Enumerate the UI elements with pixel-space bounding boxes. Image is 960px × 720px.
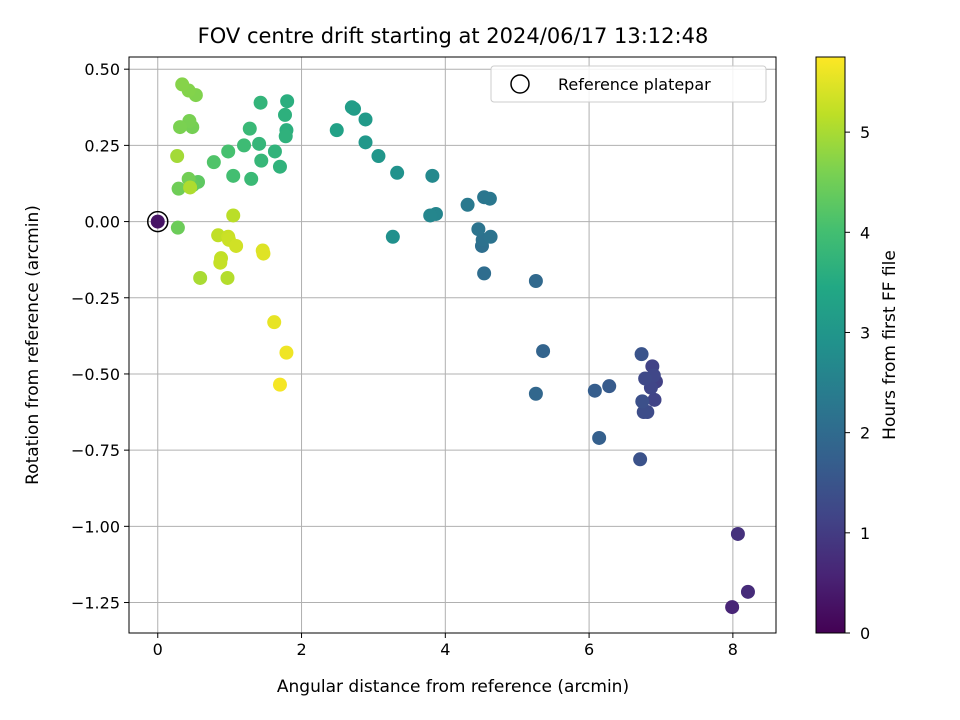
- data-point: [229, 238, 244, 253]
- data-point: [635, 394, 650, 409]
- data-point: [371, 149, 386, 164]
- legend-label-reference: Reference platepar: [558, 75, 711, 94]
- legend-marker-reference: [510, 74, 530, 94]
- x-axis-ticks: 0 2 4 6 8: [153, 633, 738, 659]
- colorbar-tick-label: 4: [860, 223, 870, 242]
- data-point: [170, 149, 185, 164]
- data-point: [390, 165, 405, 180]
- y-axis-ticks: 0.50 0.25 0.00 −0.25 −0.50 −0.75 −1.00 −1.25: [71, 60, 129, 613]
- data-point: [471, 222, 486, 237]
- x-tick-label: 0: [153, 640, 163, 659]
- data-point: [171, 181, 186, 196]
- colorbar-tick-label: 5: [860, 123, 870, 142]
- data-point: [482, 191, 497, 206]
- x-tick-label: 6: [584, 640, 594, 659]
- data-point: [279, 345, 294, 360]
- y-tick-label: 0.50: [84, 60, 120, 79]
- legend-box: [490, 65, 767, 103]
- data-point: [277, 107, 292, 122]
- data-point: [206, 155, 221, 170]
- data-point: [592, 430, 607, 445]
- data-point: [256, 246, 271, 261]
- reference-platepar-marker: [147, 210, 169, 233]
- colorbar-gradient: [815, 56, 846, 634]
- legend: Reference platepar: [490, 65, 767, 103]
- data-point: [173, 120, 188, 135]
- data-point: [730, 526, 745, 541]
- data-point: [272, 159, 287, 174]
- data-point: [528, 386, 543, 401]
- colorbar-ticks: 0 1 2 3 4 5: [845, 123, 870, 643]
- data-point: [254, 153, 269, 168]
- data-point: [536, 344, 551, 359]
- data-point: [252, 136, 267, 151]
- y-tick-label: −0.50: [71, 365, 120, 384]
- data-point: [602, 379, 617, 394]
- data-points: [147, 77, 755, 615]
- y-tick-label: 0.00: [84, 213, 120, 232]
- data-point: [267, 315, 282, 330]
- data-point: [634, 347, 649, 362]
- data-point: [329, 123, 344, 138]
- data-point: [385, 229, 400, 244]
- data-point: [483, 229, 498, 244]
- data-point: [242, 121, 257, 136]
- data-point: [193, 270, 208, 285]
- data-point: [226, 168, 241, 183]
- data-point: [477, 266, 492, 281]
- x-axis-label: Angular distance from reference (arcmin): [277, 677, 629, 697]
- data-point: [358, 112, 373, 127]
- data-point: [633, 452, 648, 467]
- x-tick-label: 4: [440, 640, 450, 659]
- data-point: [460, 197, 475, 212]
- y-tick-label: −1.25: [71, 594, 120, 613]
- data-point: [528, 274, 543, 288]
- data-point: [244, 171, 259, 186]
- colorbar-tick-label: 2: [860, 424, 870, 443]
- y-tick-label: −0.75: [71, 441, 120, 460]
- data-point: [183, 180, 198, 195]
- x-tick-label: 2: [296, 640, 306, 659]
- data-point: [237, 138, 252, 153]
- data-point: [175, 77, 190, 92]
- plot-frame: [128, 56, 777, 634]
- data-point: [220, 270, 235, 285]
- data-point: [278, 129, 293, 144]
- grid-lines: [129, 57, 776, 633]
- colorbar-tick-label: 3: [860, 323, 870, 342]
- colorbar-tick-label: 0: [860, 624, 870, 643]
- y-tick-label: 0.25: [84, 136, 120, 155]
- data-point: [725, 600, 740, 615]
- data-point: [272, 377, 287, 392]
- data-point: [587, 383, 602, 398]
- colorbar: 0 1 2 3 4 5 Hours from first FF file: [815, 56, 900, 643]
- data-point: [647, 392, 662, 407]
- data-point: [253, 95, 268, 110]
- data-point: [425, 168, 440, 183]
- colorbar-tick-label: 1: [860, 524, 870, 543]
- y-tick-label: −1.00: [71, 517, 120, 536]
- data-point: [423, 208, 438, 223]
- data-point: [280, 94, 295, 109]
- data-point: [267, 144, 282, 159]
- data-point: [358, 135, 373, 150]
- data-point: [150, 214, 165, 229]
- y-axis-label: Rotation from reference (arcmin): [23, 205, 43, 485]
- data-point: [221, 144, 236, 159]
- data-point: [636, 405, 651, 420]
- x-tick-label: 8: [728, 640, 738, 659]
- colorbar-label: Hours from first FF file: [880, 250, 900, 440]
- data-point: [638, 371, 653, 386]
- data-point: [170, 220, 185, 235]
- y-tick-label: −0.25: [71, 289, 120, 308]
- data-point: [344, 100, 359, 115]
- data-point: [213, 255, 228, 270]
- chart-title: FOV centre drift starting at 2024/06/17 …: [198, 24, 709, 48]
- data-point: [226, 208, 241, 223]
- data-point: [740, 584, 755, 599]
